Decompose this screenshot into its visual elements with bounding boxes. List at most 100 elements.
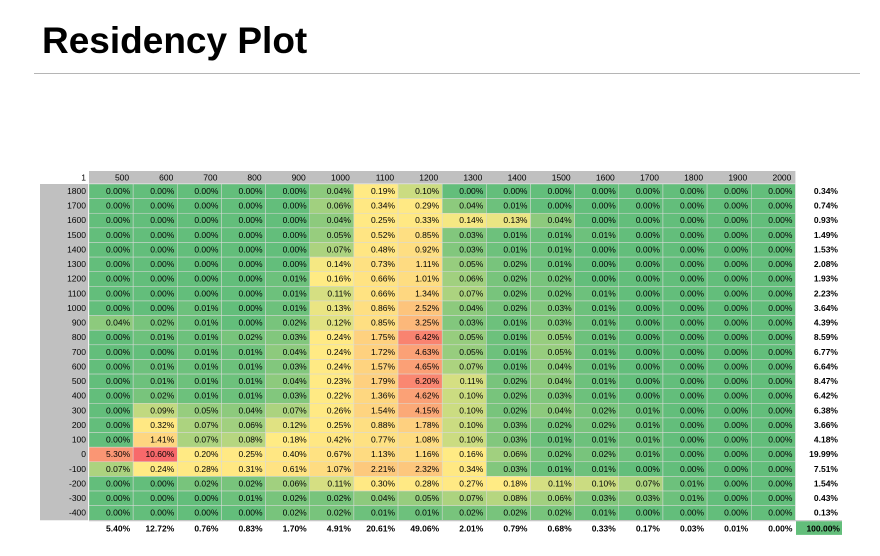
cell-value: 0.00% — [724, 332, 749, 342]
x-tick-label: 1500 — [552, 173, 571, 183]
cell-value: 0.00% — [592, 186, 617, 196]
cell-value: 0.00% — [238, 244, 263, 254]
y-tick-label: 1000 — [67, 303, 86, 313]
cell-value: 0.00% — [724, 186, 749, 196]
y-tick-label: 1500 — [67, 230, 86, 240]
cell-value: 0.14% — [459, 215, 484, 225]
cell-value: 0.00% — [680, 391, 705, 401]
cell-value: 0.85% — [371, 318, 396, 328]
cell-value: 0.01% — [194, 303, 219, 313]
cell-value: 0.00% — [680, 449, 705, 459]
column-total: 4.91% — [327, 523, 352, 533]
cell-value: 0.00% — [636, 332, 661, 342]
cell-value: 0.00% — [150, 186, 175, 196]
cell-value: 0.00% — [724, 405, 749, 415]
cell-value: 0.00% — [680, 244, 705, 254]
cell-value: 0.00% — [768, 435, 793, 445]
cell-value: 0.23% — [327, 376, 352, 386]
row-total: 7.51% — [814, 464, 839, 474]
cell-value: 0.00% — [636, 230, 661, 240]
cell-value: 6.42% — [415, 332, 440, 342]
cell-value: 0.09% — [150, 405, 175, 415]
cell-value: 0.00% — [724, 303, 749, 313]
cell-value: 0.00% — [768, 478, 793, 488]
cell-value: 0.86% — [371, 303, 396, 313]
cell-value: 0.19% — [371, 186, 396, 196]
cell-value: 0.00% — [106, 215, 131, 225]
cell-value: 0.34% — [459, 464, 484, 474]
cell-value: 0.01% — [238, 347, 263, 357]
cell-value: 1.13% — [371, 449, 396, 459]
cell-value: 0.01% — [238, 376, 263, 386]
cell-value: 0.00% — [680, 303, 705, 313]
cell-value: 0.00% — [106, 361, 131, 371]
cell-value: 0.03% — [548, 318, 573, 328]
cell-value: 0.00% — [194, 508, 219, 518]
cell-value: 1.01% — [415, 274, 440, 284]
cell-value: 0.03% — [548, 391, 573, 401]
cell-value: 0.04% — [283, 347, 308, 357]
cell-value: 0.00% — [150, 215, 175, 225]
cell-value: 0.27% — [459, 478, 484, 488]
cell-value: 0.00% — [680, 274, 705, 284]
cell-value: 0.01% — [636, 405, 661, 415]
row-total: 0.74% — [814, 201, 839, 211]
cell-value: 0.01% — [415, 508, 440, 518]
cell-value: 0.00% — [768, 244, 793, 254]
cell-value: 0.00% — [636, 274, 661, 284]
row-total: 0.34% — [814, 186, 839, 196]
column-total: 0.17% — [636, 523, 661, 533]
x-tick-label: 1100 — [376, 173, 395, 183]
cell-value: 0.24% — [150, 464, 175, 474]
cell-value: 0.01% — [592, 288, 617, 298]
cell-value: 0.02% — [238, 332, 263, 342]
cell-value: 0.00% — [636, 508, 661, 518]
cell-value: 0.02% — [194, 478, 219, 488]
cell-value: 0.01% — [503, 244, 528, 254]
y-tick-label: -400 — [69, 508, 86, 518]
cell-value: 0.88% — [371, 420, 396, 430]
cell-value: 0.00% — [680, 376, 705, 386]
cell-value: 0.14% — [327, 259, 352, 269]
cell-value: 0.00% — [724, 230, 749, 240]
cell-value: 1.16% — [415, 449, 440, 459]
cell-value: 0.18% — [283, 435, 308, 445]
cell-value: 0.34% — [371, 201, 396, 211]
cell-value: 0.02% — [283, 508, 308, 518]
cell-value: 0.00% — [238, 201, 263, 211]
row-total: 4.18% — [814, 435, 839, 445]
cell-value: 0.25% — [238, 449, 263, 459]
cell-value: 5.30% — [106, 449, 131, 459]
cell-value: 0.00% — [106, 230, 131, 240]
cell-value: 0.11% — [327, 288, 351, 298]
cell-value: 0.00% — [680, 347, 705, 357]
cell-value: 0.01% — [238, 361, 263, 371]
cell-value: 0.73% — [371, 259, 396, 269]
row-total: 6.77% — [814, 347, 839, 357]
cell-value: 0.00% — [283, 201, 308, 211]
row-total: 6.64% — [814, 361, 839, 371]
cell-value: 0.00% — [194, 215, 219, 225]
cell-value: 0.02% — [503, 376, 528, 386]
y-tick-label: 200 — [72, 420, 86, 430]
cell-value: 0.00% — [106, 332, 131, 342]
cell-value: 0.00% — [768, 230, 793, 240]
cell-value: 0.00% — [680, 318, 705, 328]
y-tick-label: -100 — [69, 464, 86, 474]
cell-value: 0.00% — [150, 230, 175, 240]
cell-value: 0.01% — [503, 347, 528, 357]
cell-value: 0.00% — [636, 244, 661, 254]
cell-value: 0.00% — [106, 420, 131, 430]
cell-value: 0.05% — [548, 347, 573, 357]
y-tick-label: 100 — [72, 435, 86, 445]
cell-value: 0.00% — [636, 186, 661, 196]
cell-value: 0.01% — [150, 332, 175, 342]
x-tick-label: 700 — [203, 173, 217, 183]
cell-value: 0.00% — [724, 435, 749, 445]
cell-value: 0.04% — [548, 405, 573, 415]
cell-value: 0.06% — [238, 420, 263, 430]
column-total: 49.06% — [410, 523, 439, 533]
y-tick-label: 800 — [72, 332, 86, 342]
cell-value: 0.00% — [636, 376, 661, 386]
cell-value: 0.00% — [768, 288, 793, 298]
